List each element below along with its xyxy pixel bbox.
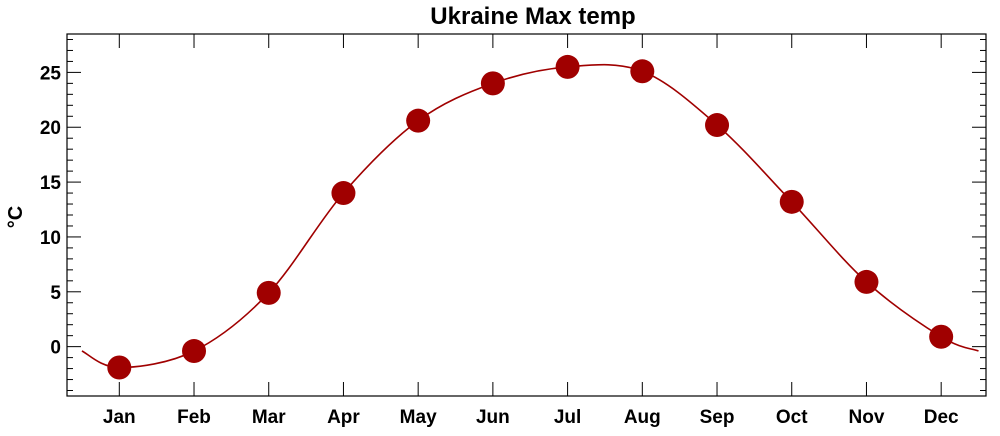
- data-point: [705, 113, 730, 138]
- data-point: [555, 54, 580, 79]
- data-point: [182, 339, 207, 364]
- x-tick-label: Oct: [776, 407, 808, 428]
- data-point: [256, 280, 281, 305]
- axis-ticks: [67, 34, 986, 396]
- y-tick-label: 15: [40, 173, 62, 194]
- x-tick-label: Mar: [252, 407, 286, 428]
- x-tick-label: Jul: [554, 407, 581, 428]
- data-point: [779, 189, 804, 214]
- series-line: [81, 63, 979, 369]
- plot-frame: [66, 33, 987, 397]
- x-tick-label: May: [400, 407, 437, 428]
- y-tick-label: 10: [40, 228, 61, 249]
- x-tick-label: Sep: [700, 407, 735, 428]
- data-point: [406, 108, 431, 133]
- y-tick-label: 0: [50, 338, 61, 359]
- x-tick-label: Apr: [327, 407, 360, 428]
- chart-title: Ukraine Max temp: [430, 3, 635, 30]
- y-tick-label: 5: [50, 283, 61, 304]
- x-tick-label: Aug: [624, 407, 661, 428]
- x-tick-labels: Jan Feb Mar Apr May Jun Jul Aug Sep Oct Nov Dec: [103, 407, 959, 428]
- x-tick-label: Nov: [849, 407, 885, 428]
- data-point: [630, 59, 655, 84]
- y-tick-label: 25: [40, 63, 62, 84]
- x-tick-label: Dec: [924, 407, 959, 428]
- x-tick-label: Jan: [103, 407, 136, 428]
- x-tick-label: Feb: [177, 407, 211, 428]
- y-tick-label: 20: [40, 118, 61, 139]
- y-axis-label: °C: [5, 206, 27, 228]
- x-tick-label: Jun: [476, 407, 510, 428]
- y-tick-labels: 0 5 10 15 20 25: [40, 63, 62, 358]
- data-point: [854, 269, 879, 294]
- data-point: [929, 324, 954, 349]
- data-point: [107, 355, 132, 380]
- data-point: [331, 181, 356, 206]
- data-point: [480, 71, 505, 96]
- data-points: [107, 54, 954, 380]
